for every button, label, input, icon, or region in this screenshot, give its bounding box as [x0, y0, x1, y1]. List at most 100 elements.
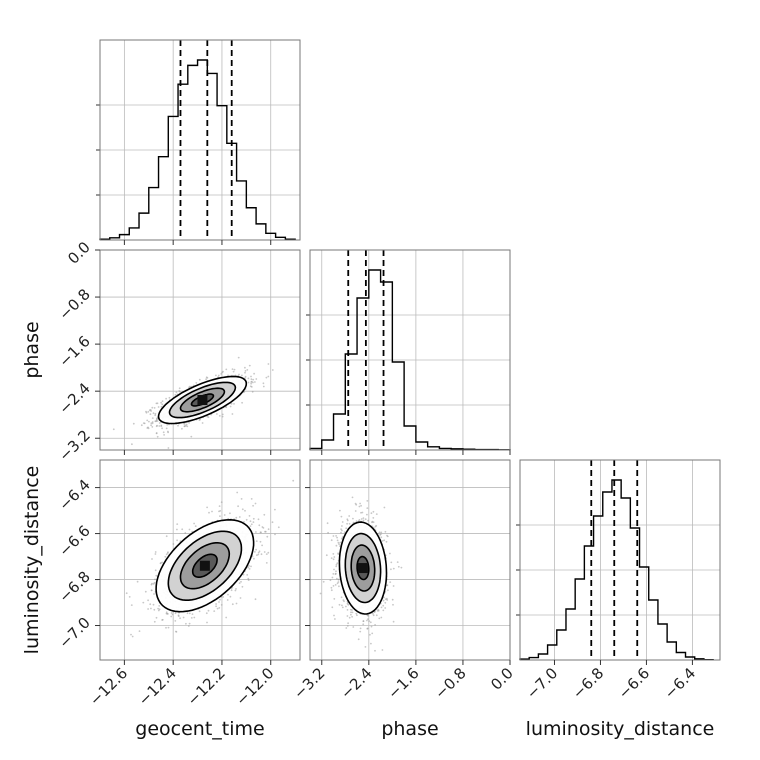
scatter-geocent-time-vs-luminosity-distance-point [235, 602, 238, 605]
scatter-geocent-time-vs-luminosity-distance-point [259, 540, 262, 543]
scatter-geocent-time-vs-luminosity-distance-point [230, 589, 233, 592]
scatter-phase-vs-luminosity-distance-point [343, 531, 346, 533]
scatter-phase-vs-luminosity-distance-point [331, 576, 334, 579]
scatter-phase-vs-luminosity-distance-point [341, 525, 343, 527]
scatter-geocent-time-vs-phase-point [250, 386, 253, 388]
scatter-phase-vs-luminosity-distance-point [371, 632, 374, 635]
scatter-phase-vs-luminosity-distance-point [338, 585, 340, 588]
scatter-geocent-time-vs-phase-point [156, 435, 159, 438]
scatter-geocent-time-vs-phase-point [147, 410, 150, 413]
scatter-phase-vs-luminosity-distance-point [355, 503, 358, 506]
scatter-phase-vs-luminosity-distance-point [385, 540, 388, 543]
scatter-geocent-time-vs-phase-point [230, 402, 233, 405]
scatter-phase-vs-luminosity-distance-point [374, 624, 376, 626]
scatter-phase-vs-luminosity-distance-point [345, 605, 347, 608]
scatter-geocent-time-vs-luminosity-distance-point [151, 582, 153, 585]
scatter-phase-vs-luminosity-distance-point [339, 545, 341, 547]
scatter-geocent-time-vs-phase-point [174, 393, 177, 396]
scatter-geocent-time-vs-phase-point [145, 411, 148, 414]
scatter-geocent-time-vs-luminosity-distance-ytick-label-2: −6.6 [55, 522, 93, 560]
scatter-geocent-time-vs-phase-point [181, 427, 183, 430]
scatter-phase-vs-luminosity-distance-point [341, 606, 344, 609]
scatter-geocent-time-vs-phase-point [158, 425, 161, 427]
scatter-phase-vs-luminosity-distance-point [346, 625, 349, 627]
scatter-phase-vs-luminosity-distance-point [391, 598, 394, 601]
scatter-geocent-time-vs-luminosity-distance-point [158, 605, 161, 607]
scatter-phase-vs-luminosity-distance-point [340, 537, 343, 540]
scatter-geocent-time-vs-luminosity-distance-point [265, 562, 268, 564]
scatter-phase-vs-luminosity-distance-point [341, 521, 344, 523]
scatter-geocent-time-vs-luminosity-distance-point [176, 528, 178, 531]
scatter-geocent-time-vs-luminosity-distance-point [235, 516, 238, 519]
scatter-geocent-time-vs-phase-point [165, 427, 168, 430]
scatter-geocent-time-vs-phase-point [231, 413, 234, 415]
scatter-phase-vs-luminosity-distance-point [374, 525, 377, 528]
scatter-geocent-time-vs-phase: −3.2 −2.4 −1.6 −0.8 0.0 [55, 238, 301, 465]
scatter-geocent-time-vs-phase-point [163, 434, 166, 436]
scatter-geocent-time-vs-luminosity-distance-point [261, 544, 263, 547]
scatter-geocent-time-vs-luminosity-distance-point [258, 550, 261, 553]
scatter-geocent-time-vs-phase-point [165, 397, 168, 400]
scatter-phase-vs-luminosity-distance-point [369, 633, 371, 636]
scatter-geocent-time-vs-luminosity-distance-peak [199, 560, 210, 571]
scatter-phase-vs-luminosity-distance-point [389, 552, 391, 555]
hist-phase-step [309, 269, 511, 451]
scatter-geocent-time-vs-luminosity-distance-point [157, 609, 160, 612]
scatter-geocent-time-vs-phase-point [267, 363, 270, 365]
hist-luminosity-distance-xtick-label-3: −6.4 [661, 664, 699, 702]
scatter-geocent-time-vs-luminosity-distance-point [277, 526, 280, 529]
scatter-geocent-time-vs-phase-point [221, 415, 224, 418]
hist-geocent-time-frame [99, 39, 301, 241]
scatter-geocent-time-vs-phase-point [151, 426, 154, 428]
hist-luminosity-distance: −7.0 −6.8 −6.6 −6.4 [516, 459, 721, 703]
scatter-geocent-time-vs-luminosity-distance-point [159, 562, 162, 565]
scatter-geocent-time-vs-phase-point [156, 420, 159, 422]
scatter-phase-vs-luminosity-distance-point [348, 522, 351, 525]
scatter-geocent-time-vs-phase-point [168, 396, 171, 399]
scatter-phase-vs-luminosity-distance-point [360, 511, 362, 514]
scatter-geocent-time-vs-luminosity-distance-point [206, 506, 209, 509]
scatter-geocent-time-vs-luminosity-distance-point [219, 515, 221, 517]
scatter-phase-vs-luminosity-distance-point [332, 553, 335, 555]
scatter-geocent-time-vs-luminosity-distance-point [165, 535, 168, 538]
scatter-geocent-time-vs-phase-point [262, 385, 265, 388]
scatter-geocent-time-vs-luminosity-distance-point [175, 630, 177, 633]
scatter-phase-vs-luminosity-distance-point [378, 531, 381, 534]
scatter-geocent-time-vs-luminosity-distance-point [184, 532, 187, 534]
scatter-phase-vs-luminosity-distance-point [372, 612, 374, 615]
scatter-phase-vs-luminosity-distance-point [358, 505, 361, 508]
scatter-geocent-time-vs-luminosity-distance-point [206, 621, 208, 624]
scatter-geocent-time-vs-phase-point [233, 403, 235, 405]
hist-luminosity-distance-step [519, 479, 714, 661]
scatter-phase-vs-luminosity-distance-point [392, 620, 395, 623]
scatter-phase-vs-luminosity-distance-point [351, 615, 353, 618]
scatter-geocent-time-vs-phase-point [188, 422, 191, 424]
scatter-geocent-time-vs-luminosity-distance-point [161, 561, 164, 564]
scatter-geocent-time-vs-luminosity-distance-point [240, 580, 242, 583]
scatter-geocent-time-vs-phase-point [142, 422, 145, 424]
scatter-geocent-time-vs-phase-point [217, 374, 220, 377]
scatter-geocent-time-vs-luminosity-distance-xtick-label-0: −12.6 [86, 664, 131, 709]
scatter-geocent-time-vs-phase-point [155, 425, 158, 428]
scatter-phase-vs-luminosity-distance-point [334, 618, 336, 620]
scatter-geocent-time-vs-luminosity-distance-point [191, 613, 194, 615]
scatter-geocent-time-vs-phase-point [132, 422, 135, 425]
scatter-geocent-time-vs-luminosity-distance-point [164, 555, 167, 558]
scatter-phase-vs-luminosity-distance-point [384, 607, 387, 609]
scatter-geocent-time-vs-luminosity-distance-point [252, 517, 255, 520]
scatter-phase-vs-luminosity-distance-point [386, 584, 389, 587]
scatter-geocent-time-vs-luminosity-distance-point [193, 616, 196, 619]
scatter-geocent-time-vs-phase-point [154, 414, 157, 417]
scatter-geocent-time-vs-phase-point [149, 413, 152, 416]
scatter-phase-vs-luminosity-distance-point [346, 522, 348, 525]
scatter-geocent-time-vs-luminosity-distance-ytick-label-1: −6.8 [55, 568, 93, 606]
scatter-geocent-time-vs-luminosity-distance-point [249, 520, 252, 523]
scatter-geocent-time-vs-luminosity-distance-point [257, 518, 260, 521]
scatter-phase-vs-luminosity-distance-point [381, 540, 384, 542]
scatter-phase-vs-luminosity-distance-point [381, 649, 384, 651]
scatter-geocent-time-vs-luminosity-distance-point [128, 596, 131, 598]
scatter-phase-vs-luminosity-distance-point [345, 627, 348, 629]
scatter-geocent-time-vs-luminosity-distance-point [219, 510, 222, 512]
scatter-phase-vs-luminosity-distance-point [386, 534, 388, 537]
scatter-phase-vs-luminosity-distance-point [383, 506, 386, 509]
